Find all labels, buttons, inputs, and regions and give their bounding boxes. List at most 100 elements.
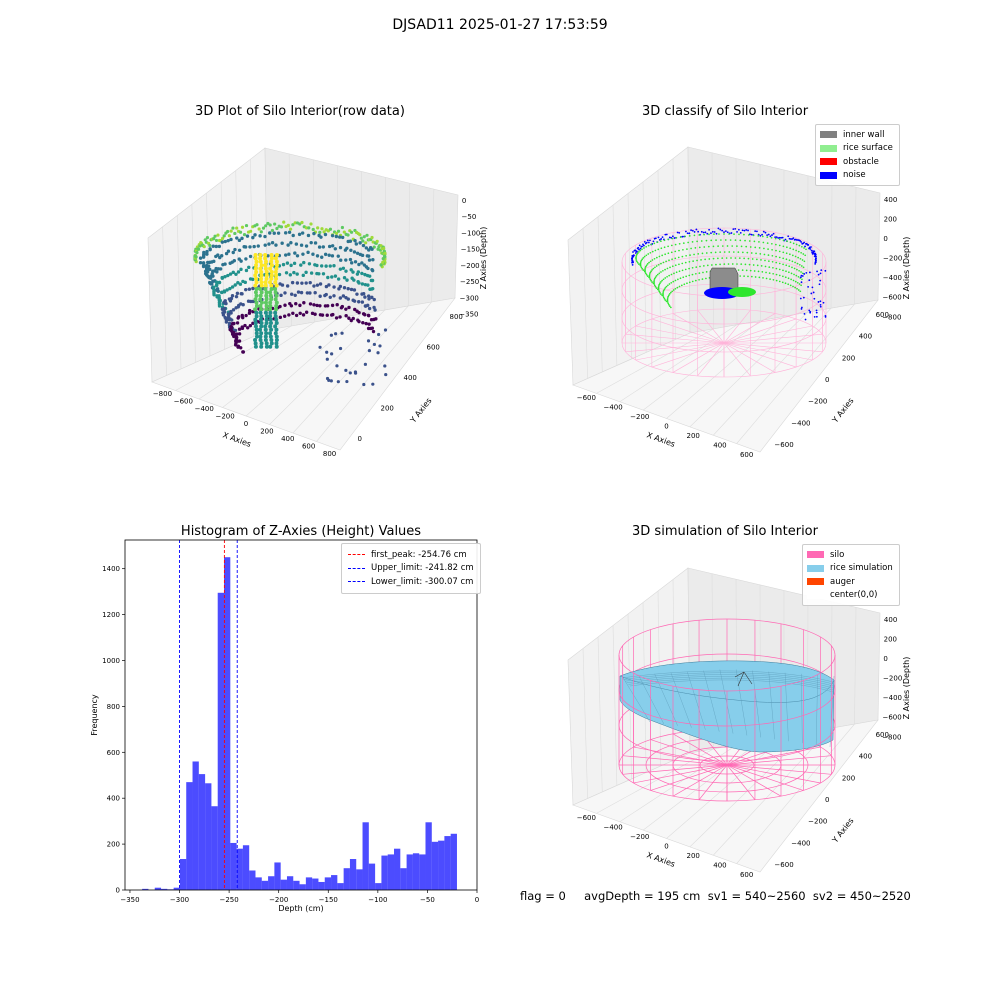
data-point <box>682 269 684 271</box>
data-point <box>239 283 242 286</box>
data-point <box>259 307 263 311</box>
data-point <box>205 250 208 253</box>
data-point <box>768 266 770 268</box>
data-point <box>815 254 817 256</box>
data-point <box>329 264 332 267</box>
data-point <box>705 278 707 280</box>
y-tick-label: 0 <box>116 887 120 895</box>
histogram-legend: first_peak: -254.76 cm Upper_limit: -241… <box>341 543 481 594</box>
data-point <box>208 281 211 284</box>
data-point <box>670 282 672 284</box>
x-axis-label: X Axies <box>645 850 676 869</box>
data-point <box>772 261 774 263</box>
data-point <box>673 289 675 291</box>
data-point <box>664 287 666 289</box>
data-point <box>301 231 304 234</box>
data-point <box>274 273 278 277</box>
data-point <box>782 237 784 239</box>
data-point <box>255 287 259 291</box>
data-point <box>820 272 822 274</box>
histogram-bar <box>293 881 299 890</box>
z-tick-label: 0 <box>883 655 887 663</box>
legend-swatch <box>807 578 824 585</box>
histogram-bar <box>331 875 337 890</box>
data-point <box>255 260 259 264</box>
data-point <box>259 324 263 328</box>
data-point <box>264 335 268 339</box>
data-point <box>349 249 352 252</box>
data-point <box>665 260 667 262</box>
data-point <box>366 283 369 286</box>
histogram-bar <box>224 557 230 890</box>
data-point <box>274 277 278 281</box>
data-point <box>289 264 292 267</box>
data-point <box>236 292 239 295</box>
data-point <box>270 287 274 291</box>
data-point <box>820 300 822 302</box>
data-point <box>790 278 792 280</box>
data-point <box>236 321 239 324</box>
data-point <box>224 299 227 302</box>
data-point <box>312 228 315 231</box>
histogram-bar <box>413 853 419 890</box>
data-point <box>715 239 717 241</box>
data-point <box>260 301 264 305</box>
y-tick-label: −600 <box>774 441 793 449</box>
data-point <box>244 314 247 317</box>
data-point <box>793 280 795 282</box>
data-point <box>802 275 804 277</box>
data-point <box>657 241 659 243</box>
data-point <box>647 275 649 277</box>
data-point <box>302 274 305 277</box>
data-point <box>253 284 257 288</box>
data-point <box>318 304 321 307</box>
data-point <box>258 287 262 291</box>
data-point <box>702 278 704 280</box>
data-point <box>796 288 798 290</box>
data-point <box>270 253 274 257</box>
data-point <box>373 308 376 311</box>
data-point <box>720 239 722 241</box>
data-point <box>804 260 806 262</box>
data-point <box>361 282 364 285</box>
data-point <box>779 251 781 253</box>
data-point <box>648 262 650 264</box>
data-point <box>352 317 355 320</box>
data-point <box>254 297 258 301</box>
data-point <box>320 256 323 259</box>
legend-item-center: center(0,0) <box>807 589 893 603</box>
data-point <box>660 240 662 242</box>
data-point <box>679 243 681 245</box>
data-point <box>344 269 347 272</box>
data-point <box>672 265 674 267</box>
data-point <box>326 358 329 361</box>
data-point <box>254 267 258 271</box>
data-point <box>732 228 734 230</box>
data-point <box>253 318 257 322</box>
data-point <box>304 281 307 284</box>
data-point <box>721 230 723 232</box>
data-point <box>360 272 363 275</box>
tick-labels: −350 −300 −250 −200 −150 −100 −50 0020040060080… <box>102 565 479 904</box>
data-point <box>671 238 673 240</box>
data-point <box>646 242 648 244</box>
data-point <box>816 316 818 318</box>
data-point <box>650 270 652 272</box>
data-point <box>711 264 713 266</box>
panel2-legend: inner wall rice surface obstacle noise <box>815 124 900 186</box>
data-point <box>235 332 238 335</box>
data-point <box>738 234 740 236</box>
data-point <box>277 231 280 234</box>
data-point <box>268 324 272 328</box>
legend-item-rice-simulation: rice simulation <box>807 562 893 576</box>
data-point <box>710 252 712 254</box>
data-point <box>761 234 763 236</box>
data-point <box>662 236 664 238</box>
data-point <box>728 233 730 235</box>
data-point <box>656 257 658 259</box>
y-tick-label: 600 <box>107 749 120 757</box>
x-tick-label: 0 <box>664 423 668 431</box>
data-point <box>370 247 373 250</box>
data-point <box>337 380 340 383</box>
data-point <box>706 252 708 254</box>
